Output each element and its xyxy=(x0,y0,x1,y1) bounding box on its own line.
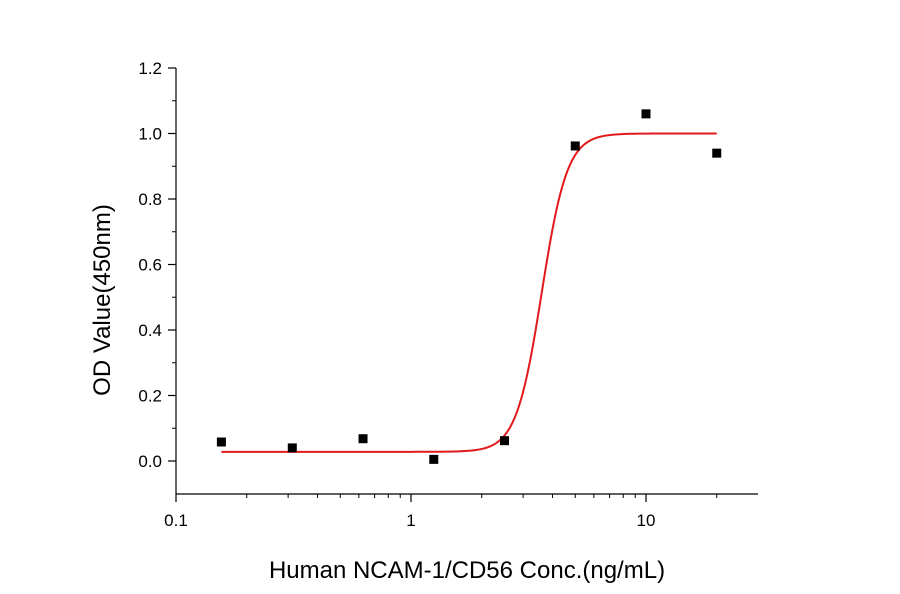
y-tick-label: 1.2 xyxy=(138,59,162,78)
x-tick-label: 10 xyxy=(637,511,656,530)
fit-curve xyxy=(221,132,717,453)
data-point xyxy=(287,443,297,453)
data-point xyxy=(712,148,722,158)
x-tick-label: 1 xyxy=(406,511,415,530)
y-tick-label: 1.0 xyxy=(138,125,162,144)
data-point xyxy=(570,141,580,151)
data-point xyxy=(429,454,439,464)
x-tick-label: 0.1 xyxy=(164,511,188,530)
data-point xyxy=(358,434,368,444)
y-tick-label: 0.2 xyxy=(138,387,162,406)
y-axis-title: OD Value(450nm) xyxy=(89,204,116,396)
axes: 0.0 0.2 0.4 0.6 0.8 1.0 1.2 0.1 1 10 xyxy=(138,59,758,530)
y-tick-label: 0.8 xyxy=(138,190,162,209)
x-axis-title: Human NCAM-1/CD56 Conc.(ng/mL) xyxy=(269,557,665,584)
data-point xyxy=(641,109,651,119)
y-tick-label: 0.6 xyxy=(138,256,162,275)
plot-marks xyxy=(216,109,722,464)
y-tick-label: 0.4 xyxy=(138,321,162,340)
data-point xyxy=(500,436,510,446)
data-point xyxy=(216,437,226,447)
y-tick-label: 0.0 xyxy=(138,452,162,471)
